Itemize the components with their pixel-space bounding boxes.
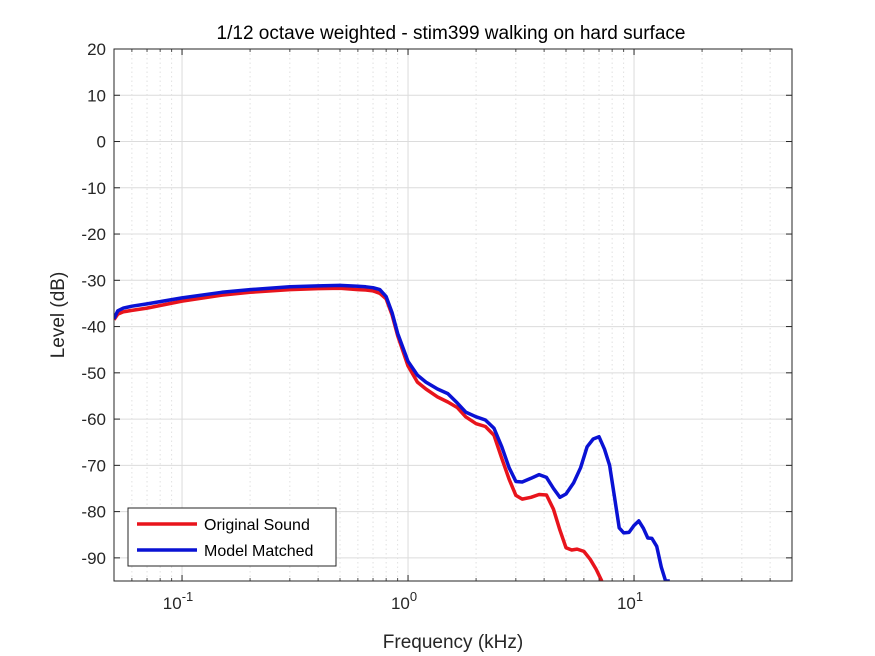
- chart-title: 1/12 octave weighted - stim399 walking o…: [217, 23, 686, 44]
- y-tick-label: -40: [81, 318, 106, 337]
- x-tick-labels: 10-1 100 101: [163, 589, 643, 613]
- series-line-model-matched: [114, 283, 670, 581]
- y-tick-label: -60: [81, 410, 106, 429]
- y-tick-label: 10: [87, 86, 106, 105]
- plot-frame: [113, 48, 793, 582]
- y-tick-label: -10: [81, 179, 106, 198]
- y-tick-labels: 20 10 0 -10 -20 -30 -40 -50 -60 -70 -80 -90: [81, 40, 106, 568]
- x-tick-label: 101: [617, 589, 643, 613]
- series-layer: [114, 283, 670, 581]
- plot-area: [114, 49, 792, 581]
- x-axis-label: Frequency (kHz): [383, 632, 523, 653]
- tick-marks: [114, 48, 792, 581]
- legend: Original Sound Model Matched: [127, 507, 337, 567]
- y-tick-label: -70: [81, 456, 106, 475]
- legend-label-original-sound: Original Sound: [204, 517, 310, 534]
- y-tick-label: -20: [81, 225, 106, 244]
- y-tick-label: 0: [97, 133, 106, 152]
- legend-box: [127, 507, 337, 567]
- x-tick-label: 10-1: [163, 589, 193, 613]
- legend-label-model-matched: Model Matched: [204, 543, 313, 560]
- y-tick-label: -30: [81, 271, 106, 290]
- y-tick-label: -90: [81, 549, 106, 568]
- y-tick-label: -80: [81, 503, 106, 522]
- x-tick-label: 100: [391, 589, 417, 613]
- minor-gridlines: [131, 49, 771, 581]
- series-line-original-sound: [114, 286, 604, 581]
- y-tick-label: -50: [81, 364, 106, 383]
- y-tick-label: 20: [87, 40, 106, 59]
- y-axis-label: Level (dB): [48, 272, 69, 359]
